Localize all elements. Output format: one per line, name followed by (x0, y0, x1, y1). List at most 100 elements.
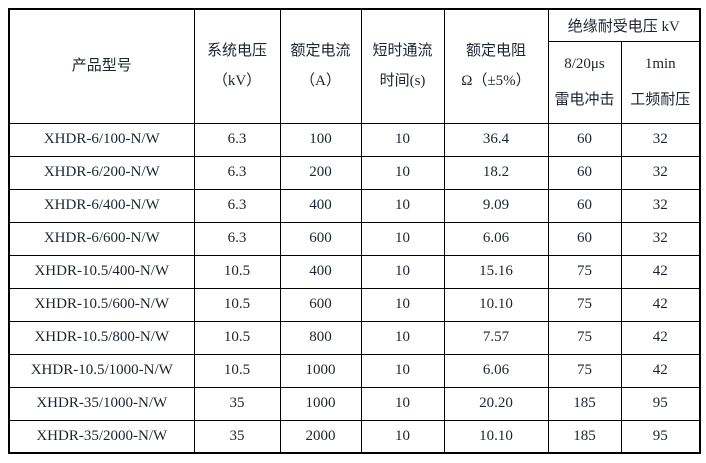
product-model-cell: XHDR-10.5/1000-N/W (8, 353, 195, 388)
value-cell: 32 (620, 188, 701, 223)
value-cell: 10 (360, 320, 445, 355)
value-cell: 9.09 (443, 188, 549, 223)
header-system-voltage-line2: （kV） (212, 73, 262, 90)
value-cell: 1000 (279, 386, 362, 421)
value-cell: 6.3 (193, 221, 281, 256)
header-rated-current-line1: 额定电流 (290, 43, 351, 60)
value-cell: 400 (279, 254, 362, 289)
table-row: XHDR-35/1000-N/W 35 1000 10 20.20 185 95 (8, 386, 701, 421)
value-cell: 95 (620, 419, 701, 454)
value-cell: 6.3 (193, 188, 281, 223)
value-cell: 10.10 (443, 287, 549, 322)
header-power-frequency: 1min 工频耐压 (620, 40, 701, 124)
value-cell: 32 (620, 221, 701, 256)
value-cell: 60 (547, 188, 622, 223)
product-model-cell: XHDR-10.5/800-N/W (8, 320, 195, 355)
value-cell: 36.4 (443, 122, 549, 157)
table-body: XHDR-6/100-N/W 6.3 100 10 36.4 60 32 XHDR-6/200… (8, 122, 701, 454)
value-cell: 75 (547, 320, 622, 355)
value-cell: 15.16 (443, 254, 549, 289)
value-cell: 42 (620, 287, 701, 322)
spec-table: 产品型号 系统电压 （kV） 额定电流 （A） 短时通流 时间(s) 额定电阻 … (8, 8, 701, 454)
value-cell: 1000 (279, 353, 362, 388)
value-cell: 60 (547, 122, 622, 157)
table-row: XHDR-6/400-N/W 6.3 400 10 9.09 60 32 (8, 188, 701, 223)
value-cell: 6.3 (193, 155, 281, 190)
value-cell: 600 (279, 287, 362, 322)
value-cell: 10 (360, 419, 445, 454)
header-system-voltage-line1: 系统电压 (206, 43, 267, 60)
product-model-cell: XHDR-35/2000-N/W (8, 419, 195, 454)
product-model-cell: XHDR-35/1000-N/W (8, 386, 195, 421)
header-power-frequency-line1: 1min (644, 56, 676, 72)
table-row: XHDR-10.5/800-N/W 10.5 800 10 7.57 75 42 (8, 320, 701, 355)
value-cell: 10.5 (193, 320, 281, 355)
header-rated-resistance-line2: Ω（±5%） (461, 73, 531, 90)
value-cell: 42 (620, 353, 701, 388)
table-row: XHDR-10.5/400-N/W 10.5 400 10 15.16 75 42 (8, 254, 701, 289)
value-cell: 10 (360, 254, 445, 289)
value-cell: 600 (279, 221, 362, 256)
value-cell: 200 (279, 155, 362, 190)
header-rated-current-line2: （A） (300, 73, 341, 90)
value-cell: 100 (279, 122, 362, 157)
header-row-top: 产品型号 系统电压 （kV） 额定电流 （A） 短时通流 时间(s) 额定电阻 … (8, 8, 701, 124)
table-row: XHDR-10.5/1000-N/W 10.5 1000 10 6.06 75 42 (8, 353, 701, 388)
table-row: XHDR-10.5/600-N/W 10.5 600 10 10.10 75 42 (8, 287, 701, 322)
header-power-frequency-line2: 工频耐压 (630, 92, 691, 108)
table-row: XHDR-6/100-N/W 6.3 100 10 36.4 60 32 (8, 122, 701, 157)
value-cell: 185 (547, 419, 622, 454)
value-cell: 35 (193, 386, 281, 421)
value-cell: 10 (360, 155, 445, 190)
product-model-cell: XHDR-6/100-N/W (8, 122, 195, 157)
header-insulation-group-label: 绝缘耐受电压 kV (567, 18, 680, 35)
header-short-time-line1: 短时通流 (372, 43, 433, 60)
header-insulation-group: 绝缘耐受电压 kV (547, 8, 701, 42)
header-rated-current: 额定电流 （A） (279, 8, 362, 124)
header-short-time: 短时通流 时间(s) (360, 8, 445, 124)
value-cell: 75 (547, 254, 622, 289)
value-cell: 18.2 (443, 155, 549, 190)
header-row-sub: 8/20μs 雷电冲击 1min 工频耐压 (9, 40, 701, 124)
value-cell: 10.5 (193, 287, 281, 322)
product-model-cell: XHDR-10.5/400-N/W (8, 254, 195, 289)
value-cell: 6.3 (193, 122, 281, 157)
header-system-voltage: 系统电压 （kV） (193, 8, 281, 124)
value-cell: 35 (193, 419, 281, 454)
header-rated-resistance: 额定电阻 Ω（±5%） (443, 8, 549, 124)
value-cell: 10 (360, 188, 445, 223)
value-cell: 20.20 (443, 386, 549, 421)
table-header: 产品型号 系统电压 （kV） 额定电流 （A） 短时通流 时间(s) 额定电阻 … (8, 8, 701, 124)
value-cell: 10.5 (193, 254, 281, 289)
value-cell: 6.06 (443, 353, 549, 388)
value-cell: 10 (360, 386, 445, 421)
value-cell: 60 (547, 155, 622, 190)
header-lightning-impulse-line2: 雷电冲击 (554, 92, 615, 108)
value-cell: 75 (547, 287, 622, 322)
value-cell: 7.57 (443, 320, 549, 355)
value-cell: 2000 (279, 419, 362, 454)
product-model-cell: XHDR-6/600-N/W (8, 221, 195, 256)
value-cell: 75 (547, 353, 622, 388)
table-row: XHDR-35/2000-N/W 35 2000 10 10.10 185 95 (8, 419, 701, 454)
table-row: XHDR-6/200-N/W 6.3 200 10 18.2 60 32 (8, 155, 701, 190)
header-lightning-impulse: 8/20μs 雷电冲击 (547, 40, 622, 124)
value-cell: 10 (360, 287, 445, 322)
value-cell: 42 (620, 254, 701, 289)
value-cell: 800 (279, 320, 362, 355)
table-row: XHDR-6/600-N/W 6.3 600 10 6.06 60 32 (8, 221, 701, 256)
value-cell: 95 (620, 386, 701, 421)
value-cell: 10 (360, 221, 445, 256)
product-model-cell: XHDR-6/200-N/W (8, 155, 195, 190)
value-cell: 10.10 (443, 419, 549, 454)
product-model-cell: XHDR-10.5/600-N/W (8, 287, 195, 322)
value-cell: 6.06 (443, 221, 549, 256)
value-cell: 10 (360, 353, 445, 388)
header-product-model: 产品型号 (8, 8, 195, 124)
header-lightning-impulse-line1: 8/20μs (564, 56, 605, 72)
value-cell: 32 (620, 122, 701, 157)
value-cell: 185 (547, 386, 622, 421)
value-cell: 60 (547, 221, 622, 256)
value-cell: 42 (620, 320, 701, 355)
product-model-cell: XHDR-6/400-N/W (8, 188, 195, 223)
